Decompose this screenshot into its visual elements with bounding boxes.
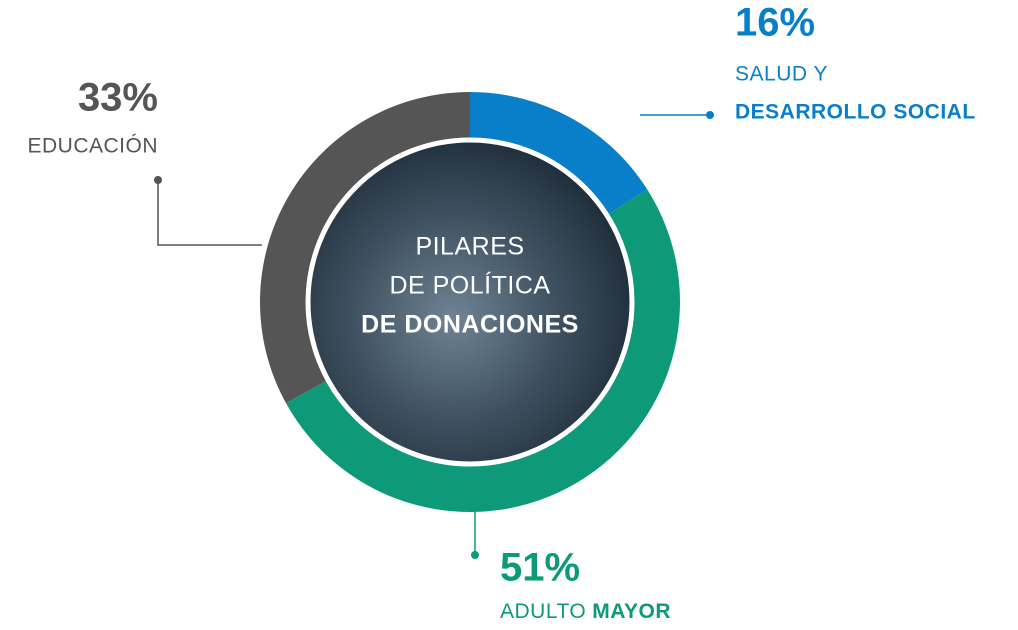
value-label: 16% [735,1,815,45]
center-image [305,137,635,467]
center-line: PILARES [415,233,524,261]
category-label: DESARROLLO SOCIAL [735,101,976,124]
callout-dot [154,176,162,184]
callout-lines [154,111,714,559]
category-part: ADULTO [500,600,586,623]
callout-dot [706,111,714,119]
callout-dot [471,551,479,559]
category-part: MAYOR [592,600,671,623]
donut-slice [285,189,680,512]
category-label: ADULTO MAYOR [500,600,671,623]
value-label: 33% [78,76,158,120]
callout-line [157,180,262,246]
center-line: DE DONACIONES [361,311,579,339]
category-label: SALUD Y [735,63,828,86]
donut-slice [259,92,470,404]
category-label: EDUCACIÓN [27,135,158,158]
value-label: 51% [500,546,580,590]
donut [259,92,680,512]
donut-slice [470,92,648,215]
center-line: DE POLÍTICA [389,271,550,300]
